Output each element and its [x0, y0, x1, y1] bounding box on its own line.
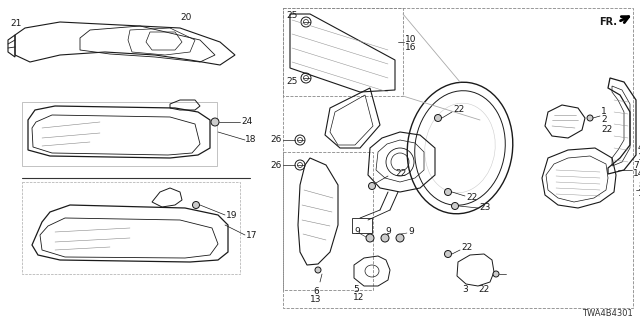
Text: 3: 3: [462, 285, 468, 294]
Text: 15: 15: [638, 188, 640, 197]
Text: 5: 5: [353, 285, 359, 294]
Ellipse shape: [445, 251, 451, 258]
Text: 8: 8: [638, 180, 640, 189]
Text: 19: 19: [226, 211, 237, 220]
Text: FR.: FR.: [599, 17, 617, 27]
Text: 22: 22: [466, 194, 477, 203]
Text: TWA4B4301: TWA4B4301: [582, 308, 633, 317]
Bar: [283, 8, 403, 96]
Text: 22: 22: [395, 170, 406, 179]
Ellipse shape: [211, 118, 219, 126]
Ellipse shape: [396, 234, 404, 242]
Text: 22: 22: [453, 106, 464, 115]
Bar: [352, 218, 372, 233]
Ellipse shape: [445, 188, 451, 196]
Ellipse shape: [315, 267, 321, 273]
Text: 22: 22: [461, 244, 472, 252]
Text: 12: 12: [353, 293, 364, 302]
Text: 20: 20: [180, 13, 191, 22]
Text: 1: 1: [601, 108, 607, 116]
Text: 9: 9: [408, 228, 413, 236]
Ellipse shape: [366, 234, 374, 242]
Ellipse shape: [451, 203, 458, 210]
Text: 22: 22: [601, 125, 612, 134]
Text: 17: 17: [246, 230, 257, 239]
Bar: [283, 152, 373, 290]
Text: 25: 25: [287, 12, 298, 20]
Ellipse shape: [369, 182, 376, 189]
Text: 25: 25: [287, 77, 298, 86]
Text: 24: 24: [241, 117, 252, 126]
Text: 10: 10: [405, 36, 417, 44]
Text: 26: 26: [271, 135, 282, 145]
Ellipse shape: [435, 115, 442, 122]
Text: 9: 9: [385, 228, 391, 236]
Bar: [22, 102, 217, 166]
Text: 9: 9: [355, 228, 360, 236]
Text: 2: 2: [601, 116, 607, 124]
Bar: [22, 182, 240, 274]
Text: 4: 4: [638, 143, 640, 153]
Text: 14: 14: [633, 170, 640, 179]
Text: 16: 16: [405, 44, 417, 52]
Text: 13: 13: [310, 295, 322, 305]
Text: 21: 21: [10, 20, 21, 28]
Text: 6: 6: [313, 287, 319, 297]
Ellipse shape: [493, 271, 499, 277]
Ellipse shape: [587, 115, 593, 121]
Bar: [283, 8, 633, 308]
Text: 23: 23: [479, 204, 490, 212]
Text: 26: 26: [271, 161, 282, 170]
Text: 11: 11: [638, 154, 640, 163]
Text: 22: 22: [478, 285, 489, 294]
Ellipse shape: [193, 202, 200, 209]
Ellipse shape: [381, 234, 389, 242]
Text: 18: 18: [245, 135, 257, 145]
Text: 7: 7: [633, 162, 639, 171]
